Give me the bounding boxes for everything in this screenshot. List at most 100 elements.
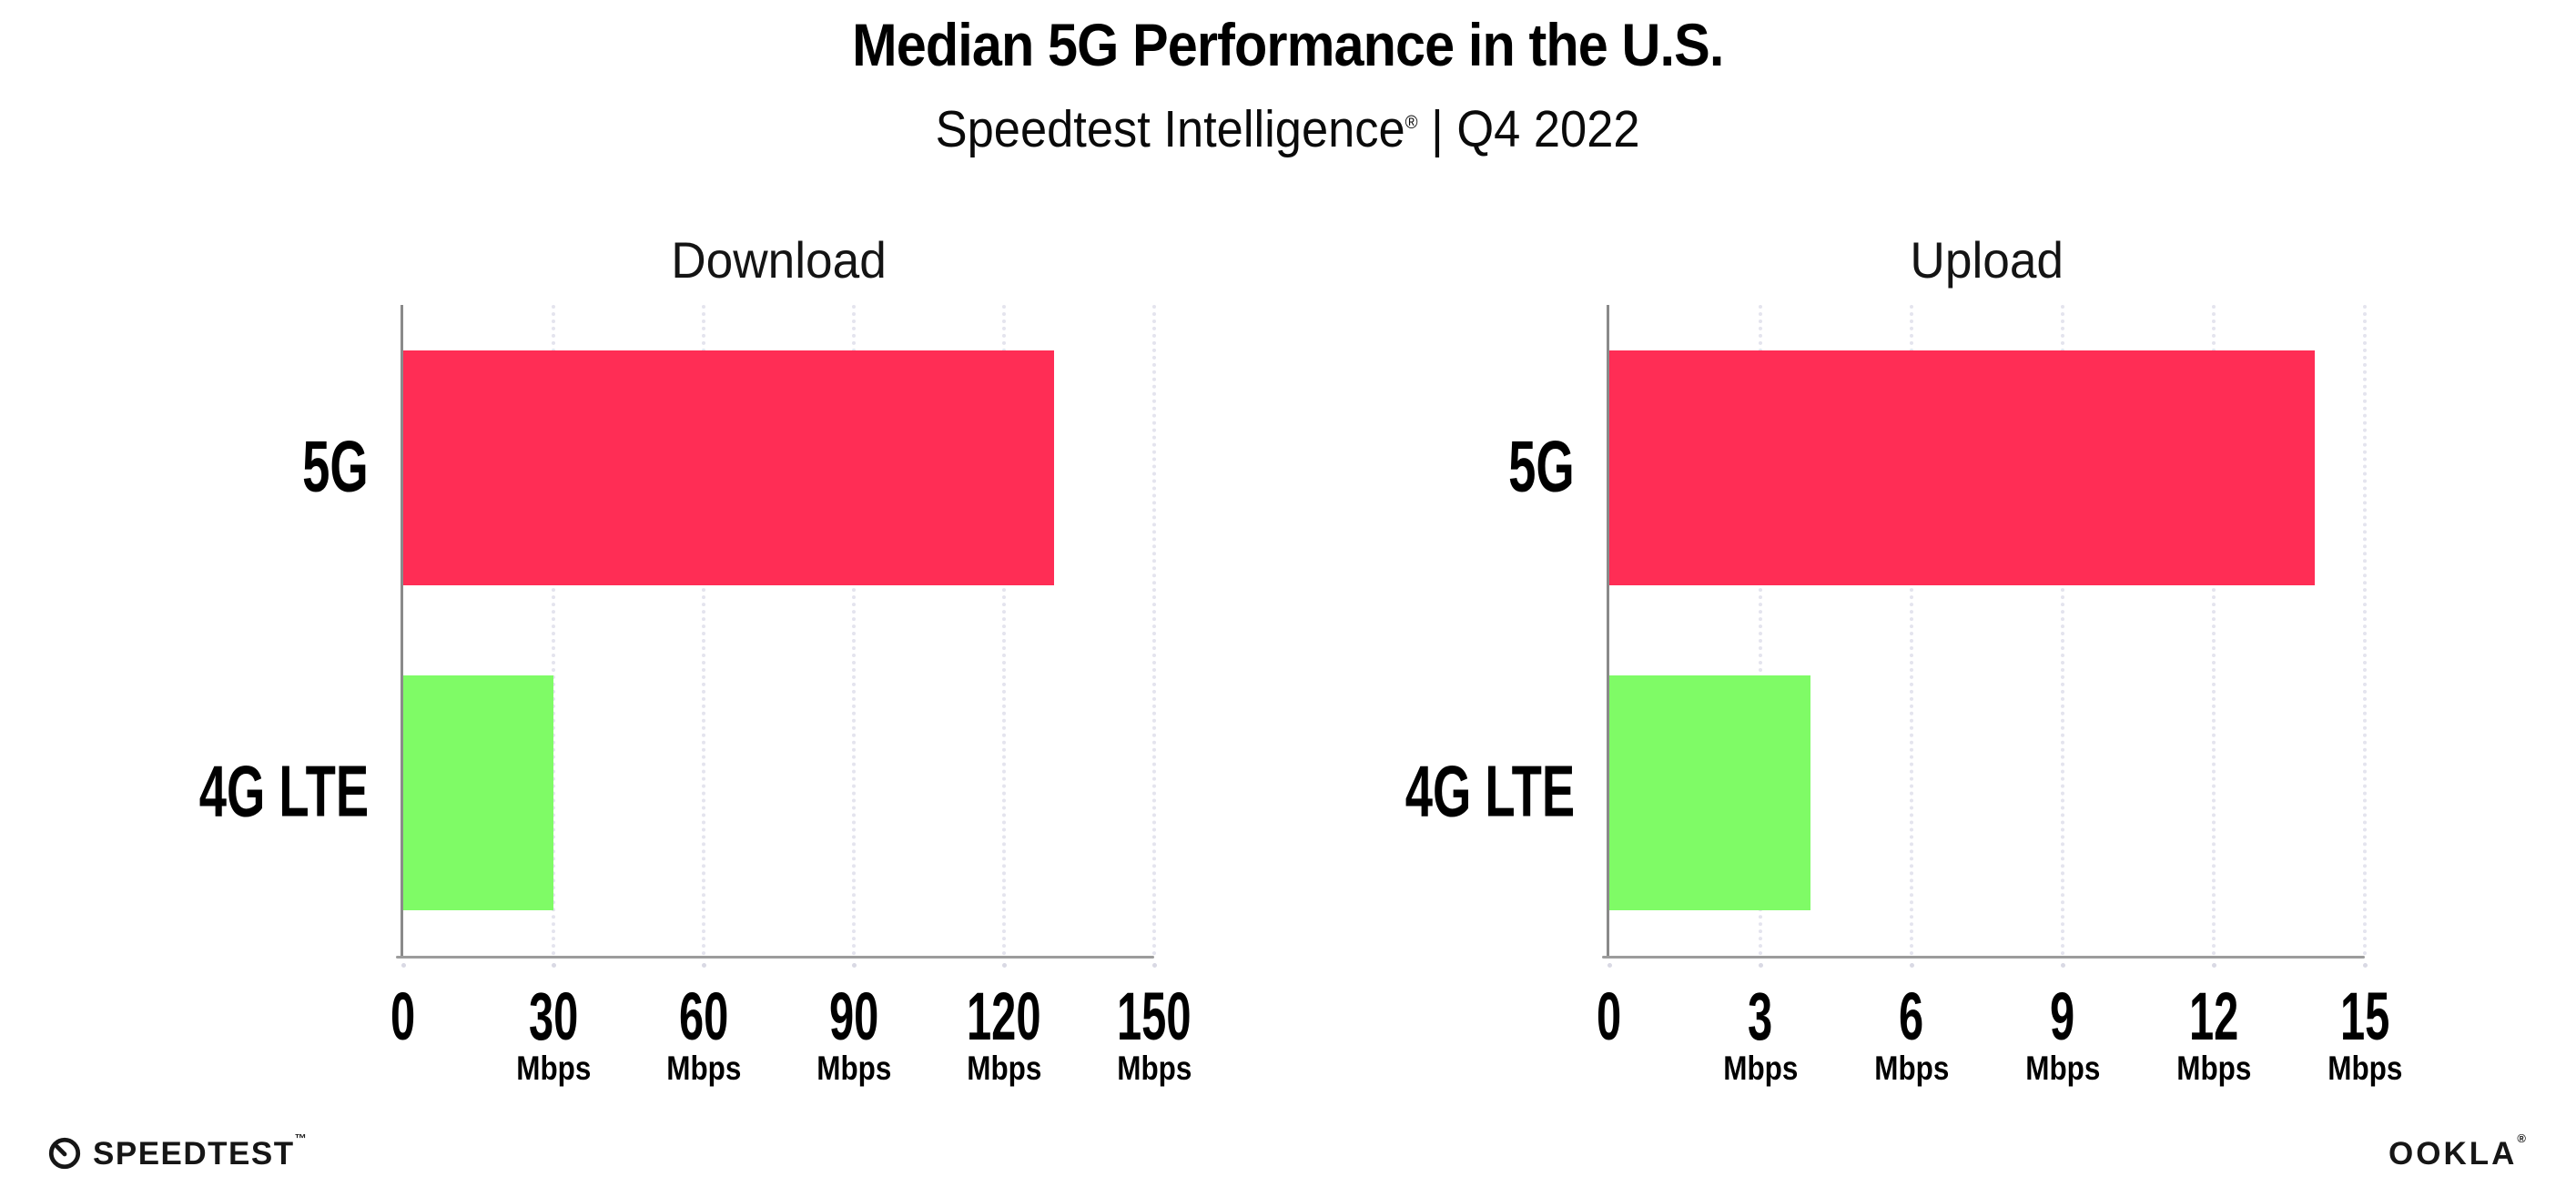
x-tick-150: 150 Mbps — [1072, 979, 1236, 1087]
x-axis-line — [396, 956, 1154, 959]
bar-5g — [403, 350, 1054, 585]
x-tick-unit: Mbps — [2132, 1050, 2296, 1087]
page-subtitle: Speedtest Intelligence® | Q4 2022 — [0, 104, 2576, 156]
x-tick-unit-text: Mbps — [1116, 1050, 1192, 1087]
upload-chart-title: Upload — [1910, 231, 2064, 289]
y-label-text: 4G LTE — [1405, 750, 1575, 832]
y-label-4g-lte: 4G LTE — [76, 755, 369, 828]
x-tick-value: 90 — [772, 979, 936, 1054]
tick-mark-150 — [1152, 963, 1157, 968]
x-axis-line — [1602, 956, 2365, 959]
y-label-5g: 5G — [1282, 430, 1575, 502]
x-tick-value: 9 — [1981, 979, 2145, 1054]
x-tick-30: 30 Mbps — [472, 979, 635, 1087]
x-tick-unit: Mbps — [1072, 1050, 1236, 1087]
tick-mark-12 — [2212, 963, 2216, 968]
y-label-text: 5G — [1508, 425, 1575, 507]
page-title: Median 5G Performance in the U.S. — [0, 15, 2576, 75]
bar-4g-lte — [403, 675, 553, 911]
y-label-5g: 5G — [76, 430, 369, 502]
x-tick-value: 60 — [622, 979, 786, 1054]
download-plot-area — [403, 305, 1156, 956]
tick-mark-90 — [852, 963, 857, 968]
x-tick-value-text: 3 — [1748, 979, 1773, 1054]
speedtest-gauge-icon — [48, 1137, 81, 1170]
ookla-wordmark: OOKLA — [2388, 1136, 2518, 1172]
subtitle-period: | Q4 2022 — [1431, 100, 1640, 158]
tick-mark-120 — [1002, 963, 1007, 968]
x-tick-unit-text: Mbps — [665, 1050, 742, 1087]
x-tick-unit-text: Mbps — [1873, 1050, 1950, 1087]
gridline-60 — [702, 305, 705, 956]
x-tick-unit-text: Mbps — [515, 1050, 592, 1087]
y-axis-spine — [401, 305, 403, 959]
x-tick-value: 3 — [1678, 979, 1842, 1054]
x-tick-unit: Mbps — [2283, 1050, 2447, 1087]
x-tick-unit: Mbps — [772, 1050, 936, 1087]
gridline-150 — [1152, 305, 1156, 956]
x-tick-value-text: 150 — [1117, 979, 1192, 1054]
download-chart-title: Download — [671, 231, 887, 289]
x-tick-3: 3 Mbps — [1678, 979, 1842, 1087]
x-tick-90: 90 Mbps — [772, 979, 936, 1087]
x-tick-value-text: 0 — [390, 979, 416, 1054]
page-title-text: Median 5G Performance in the U.S. — [852, 11, 1724, 78]
x-tick-value-text: 6 — [1899, 979, 1924, 1054]
gridline-9 — [2061, 305, 2064, 956]
x-tick-value-text: 9 — [2050, 979, 2075, 1054]
x-tick-value: 150 — [1072, 979, 1236, 1054]
upload-plot-area — [1609, 305, 2367, 956]
x-tick-120: 120 Mbps — [922, 979, 1086, 1087]
gridline-3 — [1759, 305, 1762, 956]
speedtest-logo: SPEEDTEST™ — [47, 1132, 308, 1172]
x-tick-unit: Mbps — [1830, 1050, 1993, 1087]
tick-mark-0 — [1607, 963, 1612, 968]
tick-mark-6 — [1910, 963, 1914, 968]
bar-4g-lte — [1609, 675, 1811, 911]
x-tick-6: 6 Mbps — [1830, 979, 1993, 1087]
tick-mark-3 — [1759, 963, 1763, 968]
registered-trademark-icon: ® — [1405, 112, 1418, 133]
x-tick-unit: Mbps — [472, 1050, 635, 1087]
x-tick-0: 0 — [1527, 979, 1691, 1054]
trademark-icon: ™ — [294, 1131, 309, 1145]
x-tick-value-text: 60 — [678, 979, 729, 1054]
x-tick-value: 12 — [2132, 979, 2296, 1054]
x-tick-15: 15 Mbps — [2283, 979, 2447, 1087]
tick-mark-30 — [552, 963, 556, 968]
ookla-registered-icon: ® — [2517, 1131, 2529, 1145]
x-tick-value-text: 0 — [1597, 979, 1622, 1054]
x-tick-value-text: 90 — [828, 979, 879, 1054]
x-tick-12: 12 Mbps — [2132, 979, 2296, 1087]
x-tick-unit: Mbps — [1981, 1050, 2145, 1087]
ookla-logo: OOKLA® — [2388, 1132, 2529, 1172]
x-tick-value-text: 120 — [967, 979, 1041, 1054]
x-tick-unit-text: Mbps — [2024, 1050, 2101, 1087]
x-tick-unit: Mbps — [922, 1050, 1086, 1087]
x-tick-value: 6 — [1830, 979, 1993, 1054]
x-tick-unit: Mbps — [1678, 1050, 1842, 1087]
y-axis-spine — [1607, 305, 1609, 959]
x-tick-value: 120 — [922, 979, 1086, 1054]
x-tick-value-text: 30 — [528, 979, 579, 1054]
x-tick-value-text: 15 — [2339, 979, 2390, 1054]
tick-mark-9 — [2061, 963, 2065, 968]
x-tick-unit-text: Mbps — [2327, 1050, 2403, 1087]
tick-mark-0 — [401, 963, 406, 968]
x-tick-unit-text: Mbps — [816, 1050, 892, 1087]
bar-5g — [1609, 350, 2315, 585]
x-tick-0: 0 — [321, 979, 485, 1054]
x-tick-value-text: 12 — [2188, 979, 2239, 1054]
subtitle-brand: Speedtest Intelligence — [936, 100, 1406, 158]
gridline-90 — [852, 305, 856, 956]
x-tick-value: 15 — [2283, 979, 2447, 1054]
gridline-30 — [552, 305, 555, 956]
speedtest-wordmark: SPEEDTEST — [93, 1135, 295, 1172]
x-tick-unit: Mbps — [622, 1050, 786, 1087]
gridline-6 — [1910, 305, 1913, 956]
x-tick-9: 9 Mbps — [1981, 979, 2145, 1087]
x-tick-value: 0 — [1527, 979, 1691, 1054]
x-tick-unit-text: Mbps — [1722, 1050, 1799, 1087]
gridline-15 — [2363, 305, 2367, 956]
